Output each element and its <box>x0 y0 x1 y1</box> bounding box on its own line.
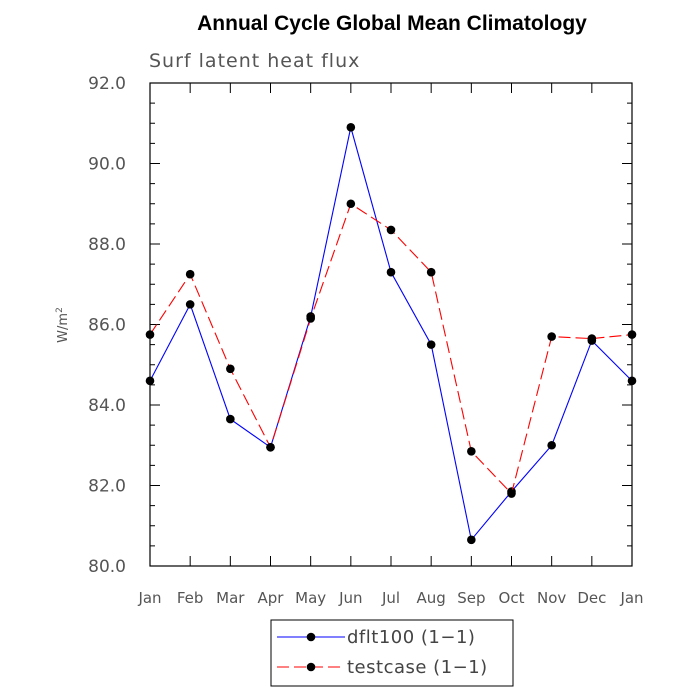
chart-subtitle: Surf latent heat flux <box>149 50 360 72</box>
series-line <box>149 202 633 495</box>
x-tick-label: Sep <box>457 589 485 607</box>
data-point <box>346 199 356 209</box>
x-tick-label: Jan <box>137 589 161 607</box>
series-line <box>149 127 633 542</box>
series-group <box>145 122 637 545</box>
data-point <box>547 440 556 450</box>
y-tick-label: 82.0 <box>88 477 126 497</box>
x-tick-label: Feb <box>177 589 204 607</box>
series-2 <box>145 199 637 498</box>
data-point <box>145 376 155 386</box>
data-point <box>426 340 436 349</box>
x-tick-label: Oct <box>499 589 525 607</box>
legend-marker <box>306 632 316 642</box>
data-point <box>185 300 195 309</box>
data-point <box>587 334 597 343</box>
y-axis-ticks: 80.0 82.0 84.0 86.0 88.0 90.0 92.0 <box>88 74 632 577</box>
x-tick-label: Dec <box>577 589 606 607</box>
x-tick-label: Jan <box>619 589 643 607</box>
data-point <box>467 446 476 456</box>
data-point <box>507 489 516 498</box>
series-1 <box>145 122 637 545</box>
data-point <box>547 332 556 341</box>
y-tick-label: 80.0 <box>88 557 126 577</box>
data-point <box>386 267 396 277</box>
legend-label: testcase (1−1) <box>347 657 488 678</box>
y-tick-label: 86.0 <box>88 316 126 336</box>
x-tick-label: Nov <box>537 589 566 607</box>
legend: dflt100 (1−1) testcase (1−1) <box>270 619 514 687</box>
data-point <box>306 314 315 323</box>
x-tick-label: May <box>295 589 326 607</box>
data-point <box>426 267 436 277</box>
y-tick-label: 92.0 <box>88 74 126 94</box>
data-point <box>145 330 155 339</box>
data-point <box>627 376 637 386</box>
plot-axes <box>149 82 633 567</box>
plot-frame <box>149 82 633 567</box>
legend-box <box>270 619 514 687</box>
data-point <box>346 122 356 132</box>
y-axis-label: W/m2 <box>55 307 71 343</box>
data-point <box>185 269 195 279</box>
legend-marker <box>306 662 316 672</box>
x-axis-ticks: Jan Feb Mar Apr May Jun Jul Aug Sep Oct Nov Dec Jan <box>137 83 644 607</box>
data-point <box>226 364 235 374</box>
data-point <box>226 414 235 424</box>
x-tick-label: Mar <box>216 589 245 607</box>
y-tick-label: 90.0 <box>88 155 126 175</box>
data-point <box>627 330 637 339</box>
data-point <box>266 442 275 452</box>
x-tick-label: Aug <box>417 589 446 607</box>
x-tick-label: Jul <box>381 589 400 607</box>
y-tick-label: 84.0 <box>88 396 126 416</box>
x-tick-label: Apr <box>258 589 285 607</box>
chart-title: Annual Cycle Global Mean Climatology <box>197 12 587 35</box>
legend-label: dflt100 (1−1) <box>347 627 475 648</box>
data-point <box>467 535 476 545</box>
x-tick-label: Jun <box>338 589 362 607</box>
y-tick-label: 88.0 <box>88 235 126 255</box>
data-point <box>386 225 396 235</box>
